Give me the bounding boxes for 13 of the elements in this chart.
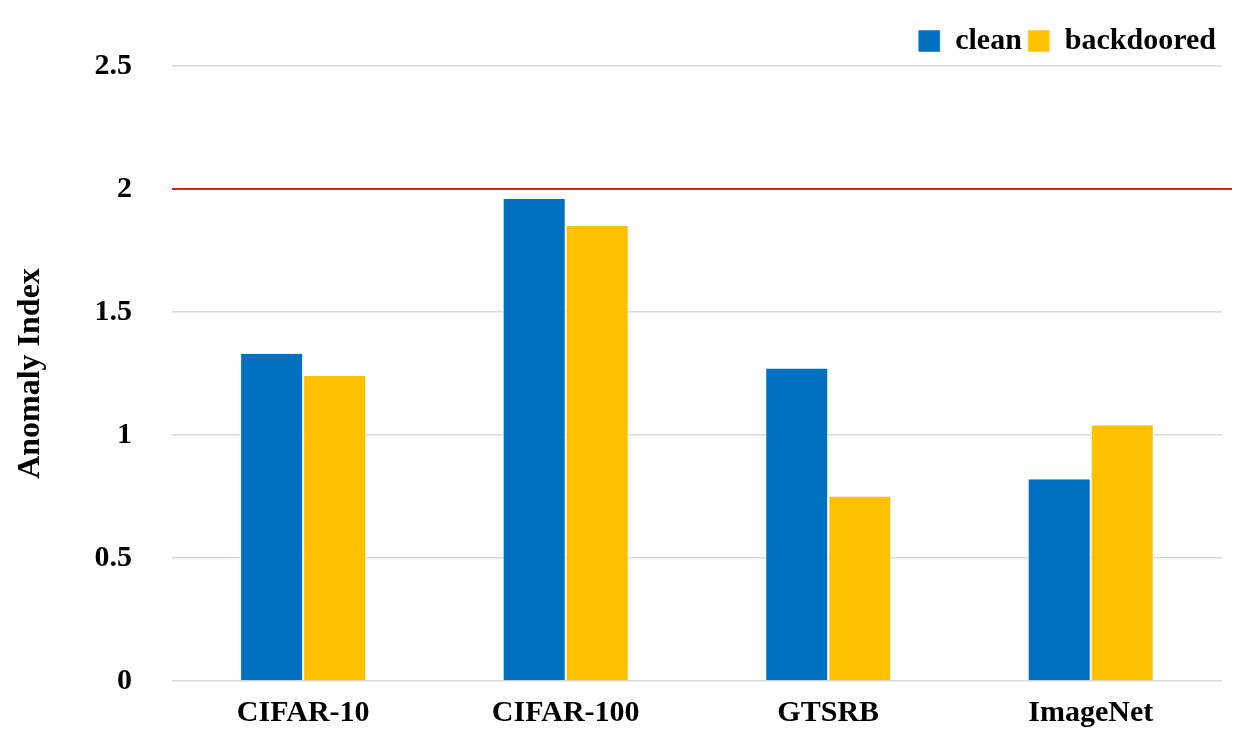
y-tick-label: 0 (116, 661, 132, 695)
x-tick-label: CIFAR-10 (236, 693, 370, 727)
x-tick-label: GTSRB (777, 693, 880, 727)
legend-label: clean (955, 21, 1023, 55)
y-tick-label: 1.5 (94, 292, 132, 326)
legend-label: backdoored (1064, 21, 1217, 55)
y-tick-label: 1 (116, 415, 132, 449)
y-axis-title: Anomaly Index (10, 268, 47, 479)
x-tick-label: ImageNet (1028, 693, 1154, 727)
x-tick-label: CIFAR-100 (491, 693, 640, 727)
y-tick-label: 2.5 (94, 46, 132, 80)
y-tick-label: 0.5 (94, 538, 132, 572)
y-tick-label: 2 (116, 169, 132, 203)
